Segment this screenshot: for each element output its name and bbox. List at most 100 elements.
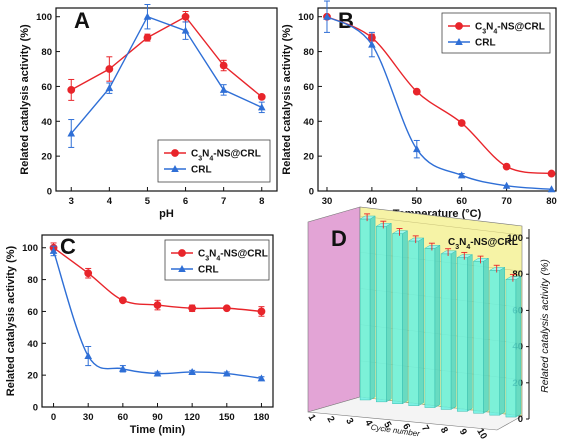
legend-box: [164, 239, 270, 281]
bar-side: [402, 230, 408, 405]
legend-text-part: 4: [216, 255, 220, 262]
legend-text-part: -NS@CRL: [213, 149, 261, 160]
bar-side: [483, 257, 489, 414]
bar: [440, 248, 458, 410]
data-point: [323, 12, 331, 20]
x-tick-label: 50: [412, 196, 423, 207]
y-tick-label: 40: [41, 117, 52, 128]
z-tick-label: 80: [512, 269, 523, 280]
y-tick-label: 80: [303, 47, 314, 58]
x-tick-label: 6: [183, 196, 188, 207]
bar-side: [418, 237, 424, 407]
y-tick-label: 20: [27, 371, 38, 382]
series-line: [70, 15, 263, 134]
x-tick-label: 3: [69, 196, 74, 207]
data-point: [181, 12, 190, 21]
data-point: [412, 87, 421, 96]
y-tick-label: 60: [41, 82, 52, 93]
y-tick-label: 0: [309, 187, 314, 198]
data-point: [153, 369, 162, 377]
x-tick-label: 70: [501, 196, 512, 207]
y-tick-label: 80: [41, 47, 52, 58]
bar-side: [386, 222, 392, 403]
bar-front: [359, 218, 371, 401]
z-tick-label: 0: [518, 414, 523, 425]
legend-text-part: 3: [198, 155, 202, 162]
data-point: [412, 145, 421, 153]
legend-text-part: C: [475, 22, 482, 33]
legend-text-part: C: [191, 149, 198, 160]
bar-front: [505, 279, 517, 418]
legend-text-part: 4: [493, 28, 497, 35]
legend-box: [441, 12, 551, 54]
x-tick-label: 60: [118, 412, 129, 423]
series-crl: [323, 0, 556, 193]
cycle-tick-label: 3: [343, 416, 355, 426]
z-tick-label: 100: [507, 233, 523, 244]
data-point: [67, 129, 76, 137]
y-tick-label: 100: [36, 12, 52, 23]
data-point: [143, 12, 152, 20]
bar: [456, 251, 474, 412]
cycle-tick-label: 9: [457, 427, 469, 437]
legend-text-part: C: [198, 249, 205, 260]
legend-box: [157, 139, 271, 183]
data-point: [219, 61, 228, 70]
cycle-tick-label: 1: [306, 413, 319, 424]
legend-label: C3N4-NS@CRL: [198, 249, 268, 263]
data-point: [257, 103, 266, 111]
x-tick-label: 0: [51, 412, 56, 423]
series-c3n4-ns-crl: [67, 10, 266, 101]
data-point: [84, 352, 92, 360]
data-point: [547, 169, 556, 178]
legend-marker: [455, 38, 463, 45]
legend-text-part: 3: [455, 244, 459, 251]
legend-text-part: -NS@CRL: [220, 249, 268, 260]
legend-text-part: 3: [482, 28, 486, 35]
x-tick-label: 5: [145, 196, 151, 207]
bar-side: [515, 276, 522, 418]
data-point: [84, 269, 93, 278]
data-point: [181, 26, 190, 34]
cycle-tick-label: 8: [438, 425, 450, 435]
legend: C3N4-NS@CRL CRL: [164, 239, 270, 281]
y-tick-label: 80: [27, 275, 38, 286]
legend-text-part: N: [202, 149, 209, 160]
x-tick-label: 4: [107, 196, 113, 207]
x-tick-label: 8: [259, 196, 264, 207]
bar: [391, 228, 409, 405]
x-tick-label: 150: [219, 412, 235, 423]
legend-marker: [178, 249, 186, 257]
y-tick-label: 20: [41, 152, 52, 163]
bar-side: [499, 266, 505, 416]
x-tick-label: 80: [546, 196, 557, 207]
bar-front: [392, 233, 403, 404]
legend-text-part: -NS@CRL: [497, 22, 545, 33]
bar: [375, 220, 393, 403]
x-axis-label: pH: [159, 208, 174, 220]
bar: [504, 273, 522, 418]
data-point: [153, 301, 162, 309]
bar-side: [369, 215, 376, 401]
x-tick-label: 30: [83, 412, 94, 423]
data-point: [257, 307, 266, 316]
panel-label: B: [338, 8, 354, 33]
y-tick-label: 0: [33, 403, 38, 414]
legend-marker: [178, 265, 186, 272]
panel-c: 0 20 40 60 80 100 0 30 60 90 120 150 180 Time (min) Re…: [5, 234, 274, 436]
legend-marker: [171, 149, 179, 157]
y-axis-label: Related catalysis activity (%): [281, 24, 293, 175]
bar: [407, 235, 425, 407]
legend-marker: [455, 22, 463, 30]
x-tick-label: 120: [184, 412, 200, 423]
data-point: [502, 181, 511, 189]
legend-text-part: 4: [466, 244, 470, 251]
bar: [359, 213, 377, 401]
legend-label: CRL: [198, 265, 219, 276]
bar-front: [473, 261, 484, 414]
bar: [472, 255, 490, 414]
data-point: [257, 374, 266, 382]
legend-label: C3N4-NS@CRL: [191, 149, 261, 163]
